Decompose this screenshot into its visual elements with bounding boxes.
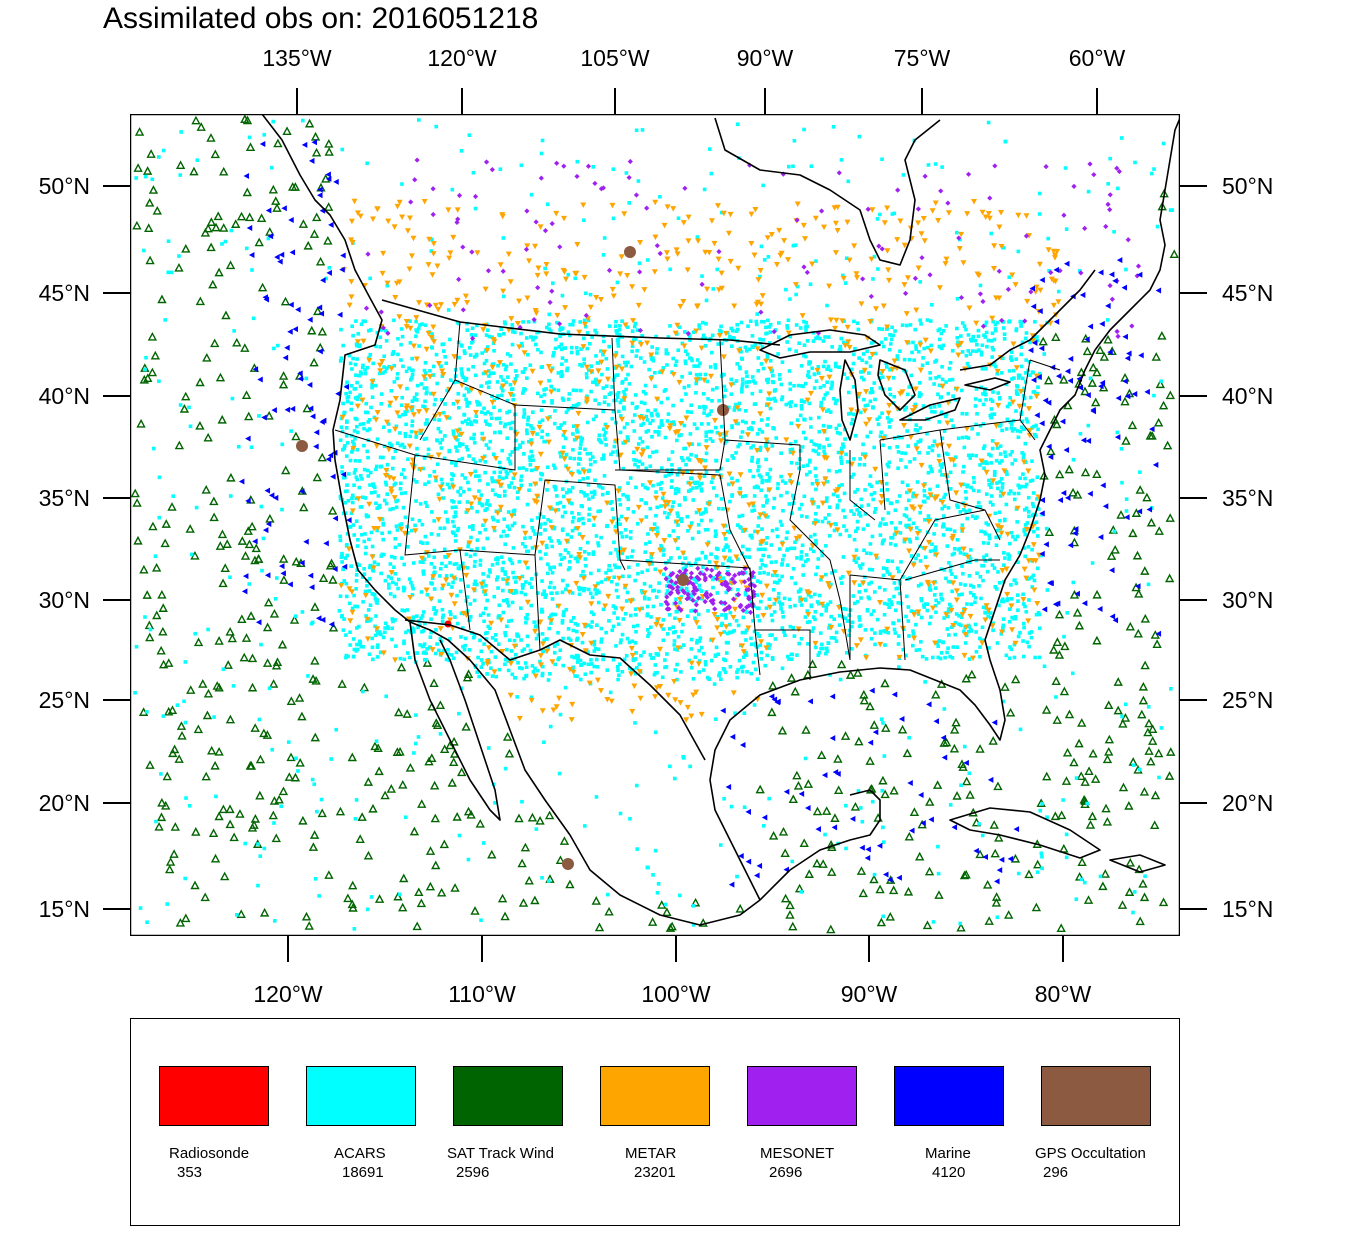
lake-erie	[899, 397, 961, 421]
legend-swatch	[894, 1066, 1004, 1126]
top-lon-label: 90°W	[737, 45, 794, 71]
right-lat-label: 45°N	[1222, 280, 1273, 306]
legend-item: GPS Occultation 296	[1035, 1019, 1181, 1219]
left-lat-label: 50°N	[39, 173, 90, 199]
top-lon-label: 120°W	[427, 45, 497, 71]
left-lat-label: 45°N	[39, 280, 90, 306]
top-lon-label: 105°W	[580, 45, 650, 71]
legend-item: METAR 23201	[600, 1019, 740, 1219]
axis-labels: 135°W 120°W 105°W 90°W 75°W 60°W 120°W 110°W 100…	[39, 45, 1274, 1007]
coastline-gulf	[709, 639, 1006, 901]
left-lat-label: 40°N	[39, 383, 90, 409]
legend-count: 353	[177, 1164, 203, 1181]
legend-swatch	[306, 1066, 416, 1126]
legend-name: METAR	[625, 1145, 677, 1162]
bottom-lon-label: 80°W	[1035, 981, 1092, 1007]
left-lat-label: 15°N	[39, 896, 90, 922]
state-lines	[334, 321, 1061, 680]
legend-item: Radiosonde 353	[159, 1019, 299, 1219]
legend-count: 2696	[769, 1164, 803, 1181]
legend-count: 18691	[342, 1164, 384, 1181]
left-lat-label: 35°N	[39, 485, 90, 511]
right-lat-label: 25°N	[1222, 687, 1273, 713]
legend-item: ACARS 18691	[306, 1019, 446, 1219]
coastline-east	[984, 117, 1180, 641]
right-lat-label: 35°N	[1222, 485, 1273, 511]
legend-count: 2596	[456, 1164, 490, 1181]
legend-name: MESONET	[760, 1145, 835, 1162]
right-lat-label: 15°N	[1222, 896, 1273, 922]
legend-count: 4120	[932, 1164, 966, 1181]
coastline-baja	[409, 621, 501, 821]
legend-swatch	[1041, 1066, 1151, 1126]
coastline-hispaniola	[1109, 854, 1166, 873]
legend-name: ACARS	[334, 1145, 386, 1162]
coastline-hudson-bay	[714, 117, 941, 266]
legend-name: Radiosonde	[169, 1145, 250, 1162]
legend-swatch	[159, 1066, 269, 1126]
top-lon-label: 75°W	[894, 45, 951, 71]
right-lat-label: 20°N	[1222, 790, 1273, 816]
left-lat-label: 30°N	[39, 587, 90, 613]
legend-count: 23201	[634, 1164, 676, 1181]
bottom-lon-label: 110°W	[448, 981, 516, 1007]
map-title: Assimilated obs on: 2016051218	[103, 2, 539, 35]
lake-ontario	[964, 377, 1011, 391]
legend-name: Marine	[925, 1145, 971, 1162]
right-lat-label: 40°N	[1222, 383, 1273, 409]
right-lat-label: 50°N	[1222, 173, 1273, 199]
legend-swatch	[747, 1066, 857, 1126]
top-lon-label: 60°W	[1069, 45, 1126, 71]
bottom-lon-label: 100°W	[641, 981, 711, 1007]
legend-name: SAT Track Wind	[447, 1145, 554, 1162]
border-us-canada-east	[959, 269, 1096, 371]
legend-item: Marine 4120	[894, 1019, 1034, 1219]
legend-swatch	[453, 1066, 563, 1126]
lake-huron	[877, 359, 916, 411]
legend-item: SAT Track Wind 2596	[447, 1019, 593, 1219]
legend-swatch	[600, 1066, 710, 1126]
lake-michigan	[839, 359, 859, 441]
bottom-lon-label: 90°W	[841, 981, 898, 1007]
observation-markers	[130, 114, 1179, 934]
coastline-yucatan	[759, 789, 881, 901]
legend: Radiosonde 353 ACARS 18691 SAT Track Wind 259…	[130, 1018, 1180, 1226]
observation-map: 135°W 120°W 105°W 90°W 75°W 60°W 120°W 110°W 100…	[39, 45, 1274, 1007]
legend-count: 296	[1043, 1164, 1069, 1181]
left-lat-label: 20°N	[39, 790, 90, 816]
lake-superior	[759, 329, 881, 359]
legend-item: MESONET 2696	[747, 1019, 887, 1219]
border-us-mexico	[404, 619, 706, 761]
left-lat-label: 25°N	[39, 687, 90, 713]
coastline-west	[261, 114, 761, 926]
coastlines-and-borders	[130, 114, 1180, 936]
bottom-lon-label: 120°W	[253, 981, 323, 1007]
border-us-canada	[381, 299, 781, 346]
axis-ticks	[103, 88, 1207, 962]
coastline-cuba	[949, 807, 1101, 859]
legend-name: GPS Occultation	[1035, 1145, 1146, 1162]
right-lat-label: 30°N	[1222, 587, 1273, 613]
top-lon-label: 135°W	[262, 45, 332, 71]
